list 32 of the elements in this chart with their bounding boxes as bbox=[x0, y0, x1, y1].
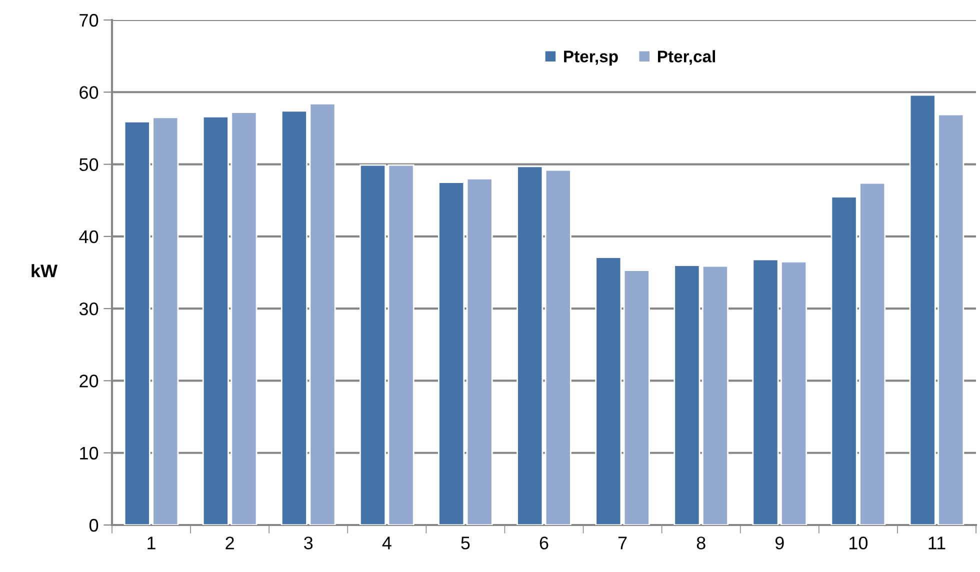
bar bbox=[466, 178, 493, 525]
y-tick-label: 40 bbox=[79, 230, 98, 244]
bar bbox=[360, 164, 386, 525]
x-tick-label: 10 bbox=[850, 536, 868, 550]
x-tick-label: 11 bbox=[928, 536, 946, 550]
bar bbox=[674, 264, 700, 525]
x-tick-label: 1 bbox=[148, 536, 156, 550]
x-tick-label: 9 bbox=[775, 536, 784, 550]
y-tick-label: 50 bbox=[79, 158, 98, 172]
x-tick-label: 8 bbox=[696, 536, 706, 550]
x-tick-label: 5 bbox=[461, 536, 470, 550]
y-tick-label: 0 bbox=[89, 518, 98, 532]
x-tick-label: 6 bbox=[540, 536, 548, 550]
y-tick-label: 60 bbox=[80, 86, 98, 99]
bar bbox=[595, 256, 622, 525]
x-tick-label: 7 bbox=[618, 536, 627, 550]
x-tick-label: 2 bbox=[226, 536, 234, 550]
bar bbox=[544, 169, 572, 525]
bar bbox=[438, 182, 465, 525]
y-tick-label: 20 bbox=[80, 374, 98, 388]
legend-label: Pter,sp bbox=[564, 50, 618, 66]
bar bbox=[623, 270, 650, 525]
y-tick-label: 30 bbox=[79, 302, 98, 316]
x-tick-label: 4 bbox=[382, 536, 392, 550]
bar bbox=[516, 166, 544, 525]
bar bbox=[702, 265, 728, 525]
bar bbox=[388, 164, 414, 525]
legend-label: Pter,cal bbox=[658, 50, 715, 65]
y-axis-title: kW bbox=[32, 264, 58, 278]
x-tick-label: 3 bbox=[304, 536, 313, 550]
y-tick-label: 10 bbox=[80, 446, 98, 460]
y-tick-label: 70 bbox=[80, 14, 98, 27]
